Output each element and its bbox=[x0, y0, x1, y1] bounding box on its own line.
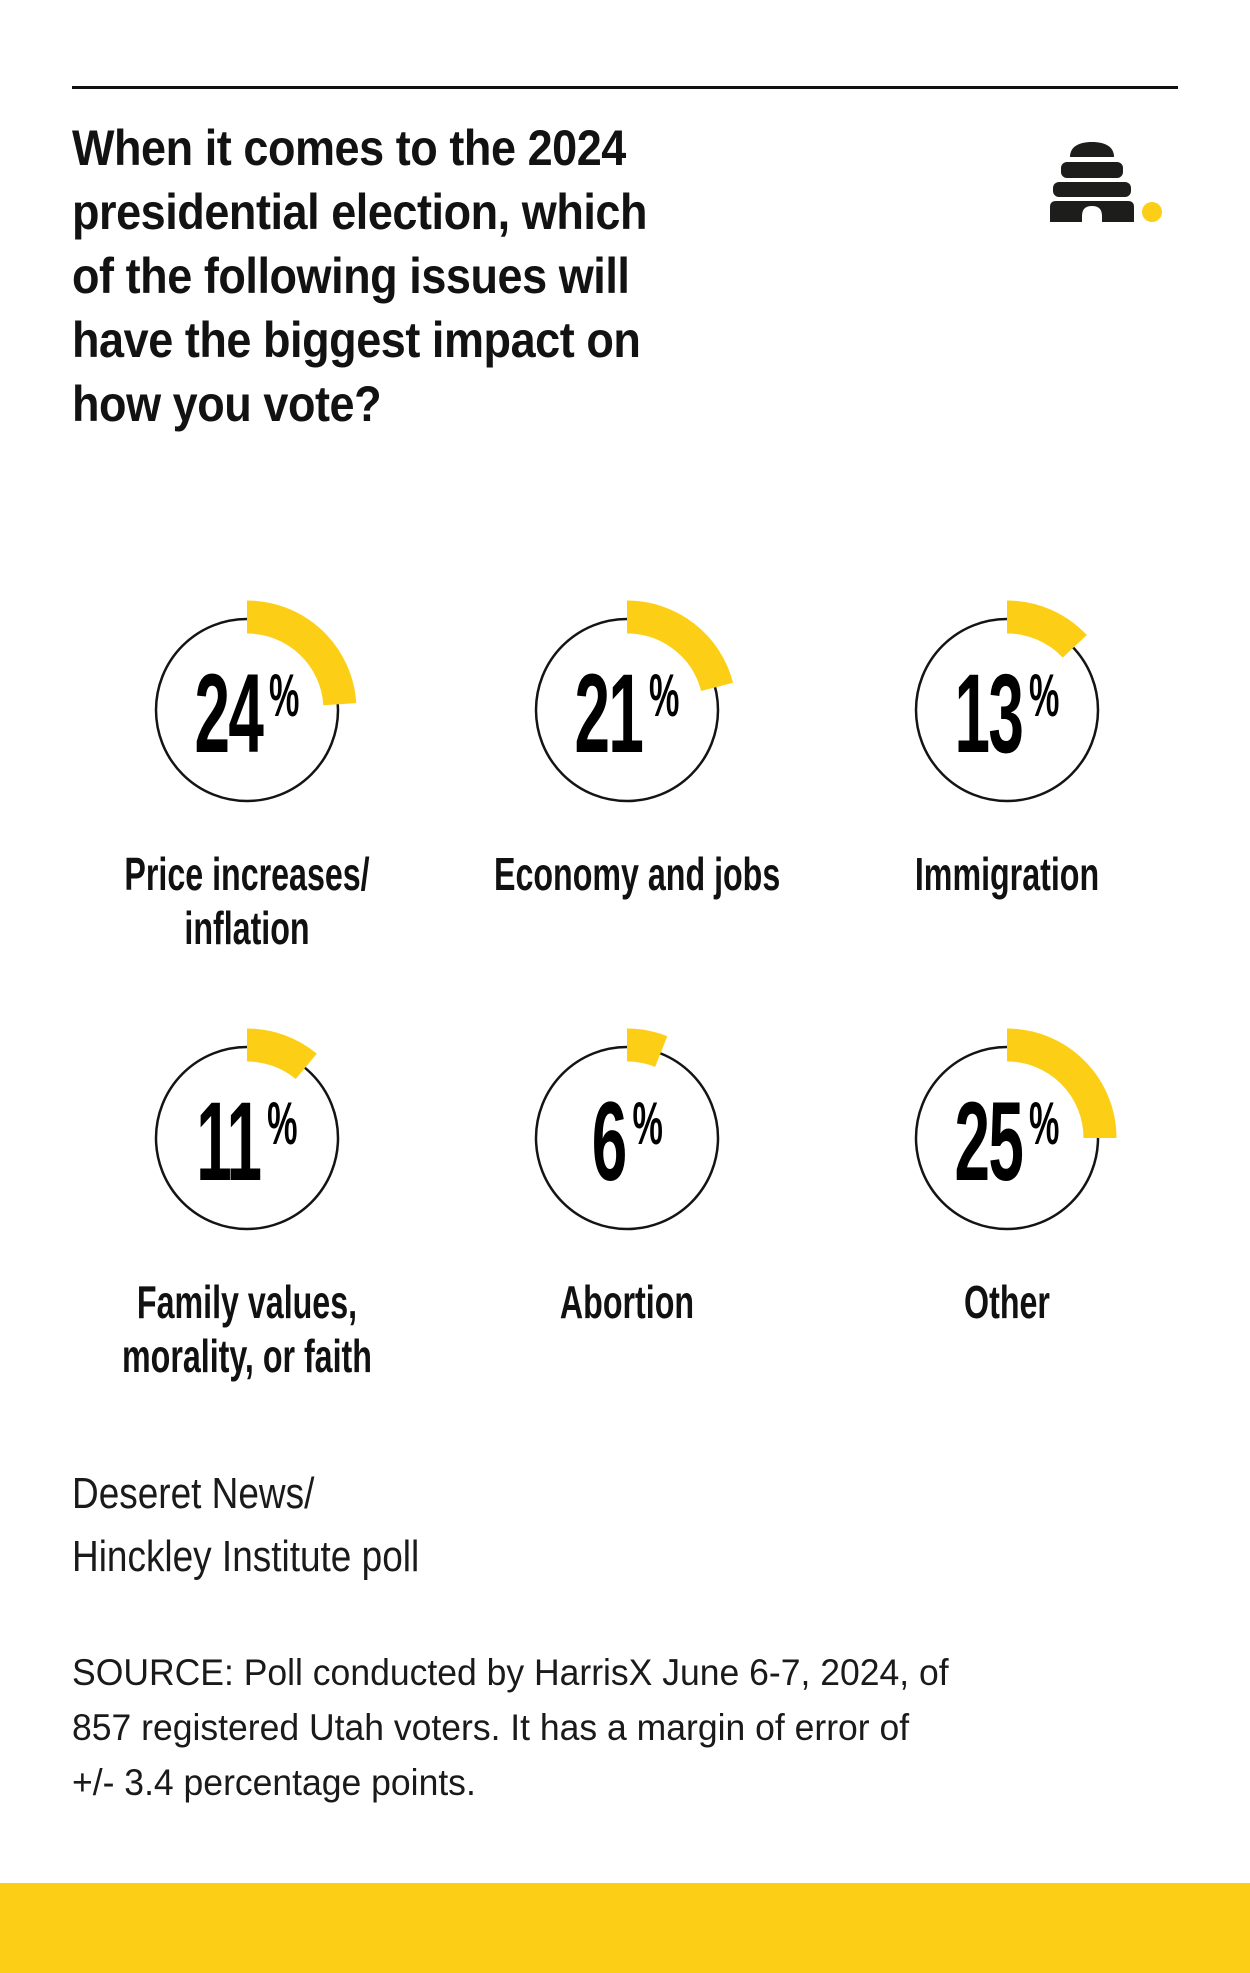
gauge-progress-arc bbox=[246, 1028, 317, 1080]
gauge-abortion: 6% Abortion bbox=[437, 1023, 817, 1329]
gauge-progress-arc bbox=[626, 600, 734, 692]
gauge-percent-number: 6 bbox=[591, 1079, 627, 1204]
gauge-label-other: Other bbox=[964, 1276, 1050, 1328]
gauge-ring-chart bbox=[914, 600, 1100, 803]
gauge-percent-number: 25 bbox=[954, 1079, 1024, 1204]
gauge-percent-number: 11 bbox=[196, 1079, 262, 1204]
percent-sign: % bbox=[649, 662, 680, 729]
gauge-value: 13% bbox=[892, 595, 1122, 825]
beehive-icon bbox=[1050, 142, 1162, 222]
gauge-label-abortion: Abortion bbox=[559, 1276, 695, 1328]
percent-sign: % bbox=[632, 1090, 663, 1157]
gauge-progress-arc bbox=[246, 600, 357, 706]
gauge-label-economy-and-jobs: Economy and jobs bbox=[494, 848, 781, 900]
gauge-other: 25% Other bbox=[817, 1023, 1197, 1329]
gauge-ring-chart bbox=[534, 600, 734, 803]
bottom-accent-bar bbox=[0, 1883, 1250, 1973]
gauge-ring bbox=[534, 617, 720, 803]
gauge-economy-and-jobs: 21% Economy and jobs bbox=[437, 595, 817, 901]
page-title: When it comes to the 2024 presidential e… bbox=[72, 120, 648, 432]
radial-gauge: 25% bbox=[892, 1023, 1122, 1253]
gauge-family-values-morality-or-faith: 11% Family values, morality, or faith bbox=[57, 1023, 437, 1383]
gauge-ring-chart bbox=[154, 600, 357, 803]
radial-gauge: 13% bbox=[892, 595, 1122, 825]
gauge-value: 24% bbox=[132, 595, 362, 825]
deseret-news-logo bbox=[1050, 141, 1164, 225]
gauge-immigration: 13% Immigration bbox=[817, 595, 1197, 901]
gauge-ring-chart bbox=[534, 1028, 720, 1231]
radial-gauge: 11% bbox=[132, 1023, 362, 1253]
yellow-dot-icon bbox=[1142, 202, 1162, 222]
gauge-ring-chart bbox=[914, 1028, 1117, 1231]
radial-gauge: 6% bbox=[512, 1023, 742, 1253]
gauge-progress-arc bbox=[1006, 1028, 1117, 1139]
beehive-band-4-door bbox=[1050, 201, 1134, 222]
gauge-ring-chart bbox=[154, 1028, 340, 1231]
gauge-ring bbox=[154, 1045, 340, 1231]
percent-sign: % bbox=[1029, 662, 1060, 729]
beehive-dome bbox=[1070, 142, 1114, 157]
gauge-value: 21% bbox=[512, 595, 742, 825]
gauge-progress-arc bbox=[626, 1028, 668, 1068]
percent-sign: % bbox=[269, 662, 300, 729]
radial-gauge: 24% bbox=[132, 595, 362, 825]
beehive-band-3 bbox=[1053, 182, 1131, 197]
source-note: SOURCE: Poll conducted by HarrisX June 6… bbox=[72, 1652, 949, 1803]
beehive-band-2 bbox=[1061, 162, 1123, 178]
percent-sign: % bbox=[1029, 1090, 1060, 1157]
gauge-percent-number: 21 bbox=[574, 651, 644, 776]
poll-attribution: Deseret News/ Hinckley Institute poll bbox=[72, 1469, 420, 1581]
gauge-label-immigration: Immigration bbox=[914, 848, 1100, 900]
radial-gauge: 21% bbox=[512, 595, 742, 825]
gauge-progress-arc bbox=[1006, 600, 1087, 659]
gauge-price-increases-inflation: 24% Price increases/ inflation bbox=[57, 595, 437, 955]
percent-sign: % bbox=[267, 1090, 298, 1157]
gauge-label-price-increases-inflation: Price increases/ inflation bbox=[124, 848, 370, 954]
gauge-value: 25% bbox=[892, 1023, 1122, 1253]
gauge-ring bbox=[154, 617, 340, 803]
gauge-percent-number: 24 bbox=[194, 651, 264, 776]
gauge-value: 11% bbox=[132, 1023, 362, 1253]
top-rule bbox=[72, 86, 1178, 89]
gauge-label-family-values-morality-or-faith: Family values, morality, or faith bbox=[122, 1276, 372, 1382]
gauge-ring bbox=[534, 1045, 720, 1231]
gauge-value: 6% bbox=[512, 1023, 742, 1253]
gauge-percent-number: 13 bbox=[954, 651, 1024, 776]
